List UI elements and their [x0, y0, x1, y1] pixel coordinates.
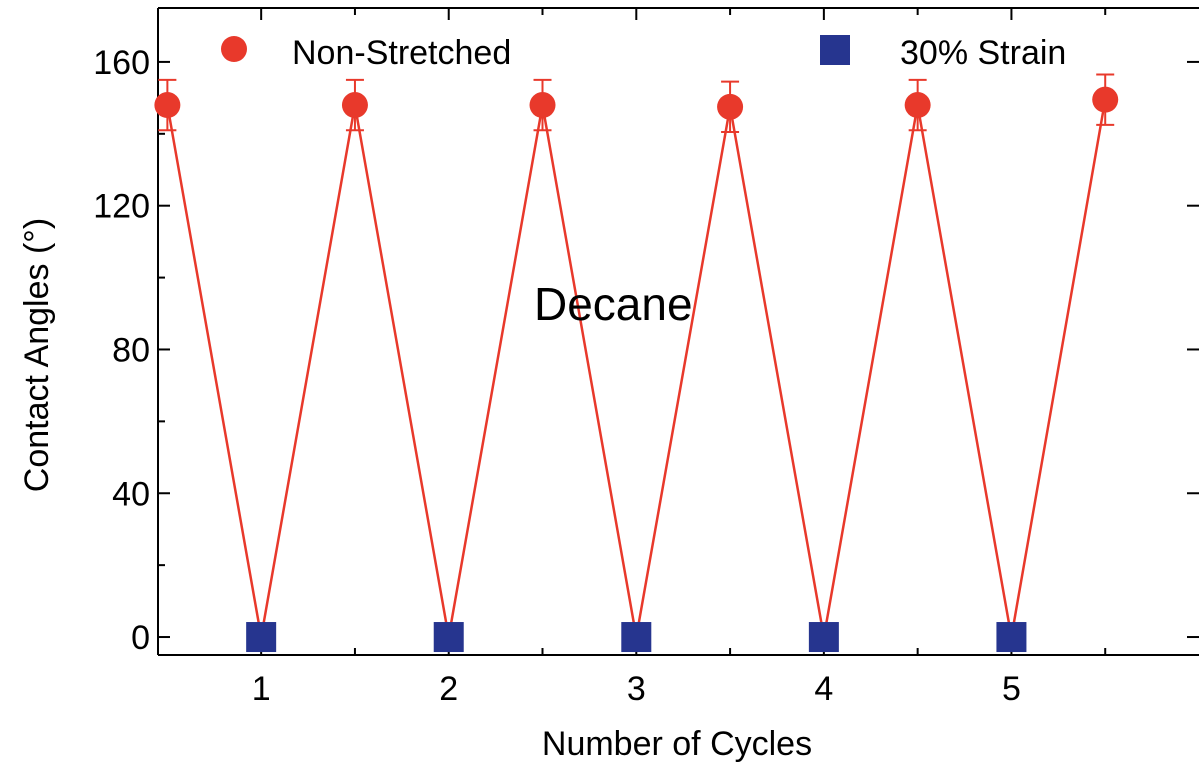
y-tick-label-40: 40: [112, 475, 150, 513]
point-30pct-strain-2: [433, 622, 464, 653]
point-non-stretched-6: [1092, 86, 1119, 113]
series-connecting-line: [166, 99, 1107, 638]
point-30pct-strain-5: [996, 622, 1027, 653]
y-tick-label-0: 0: [131, 619, 150, 657]
annotation-decane: Decane: [534, 278, 693, 330]
point-non-stretched-5: [904, 92, 931, 119]
plot-area: [154, 73, 1119, 653]
point-non-stretched-4: [717, 93, 744, 120]
x-tick-label-2: 2: [439, 670, 458, 708]
point-non-stretched-1: [154, 92, 181, 119]
point-30pct-strain-3: [621, 622, 652, 653]
y-tick-label-120: 120: [93, 188, 150, 226]
point-non-stretched-3: [529, 92, 556, 119]
x-tick-label-4: 4: [814, 670, 833, 708]
y-tick-label-80: 80: [112, 331, 150, 369]
y-axis-title: Contact Angles (°): [18, 218, 56, 492]
legend-marker-non-stretched: [221, 36, 247, 62]
point-non-stretched-2: [341, 92, 368, 119]
point-30pct-strain-4: [808, 622, 839, 653]
x-tick-label-5: 5: [1002, 670, 1021, 708]
y-tick-label-160: 160: [93, 44, 150, 82]
legend: Non-Stretched 30% Strain: [221, 34, 1066, 72]
point-30pct-strain-1: [246, 622, 277, 653]
legend-marker-30pct-strain: [820, 35, 850, 65]
x-tick-label-3: 3: [627, 670, 646, 708]
legend-label-non-stretched: Non-Stretched: [292, 34, 511, 72]
chart-axes: 1 2 3 4 5 0 40 80 120 160: [93, 7, 1199, 708]
x-axis-title: Number of Cycles: [542, 725, 812, 763]
legend-label-30pct-strain: 30% Strain: [900, 34, 1066, 72]
x-tick-label-1: 1: [252, 670, 271, 708]
